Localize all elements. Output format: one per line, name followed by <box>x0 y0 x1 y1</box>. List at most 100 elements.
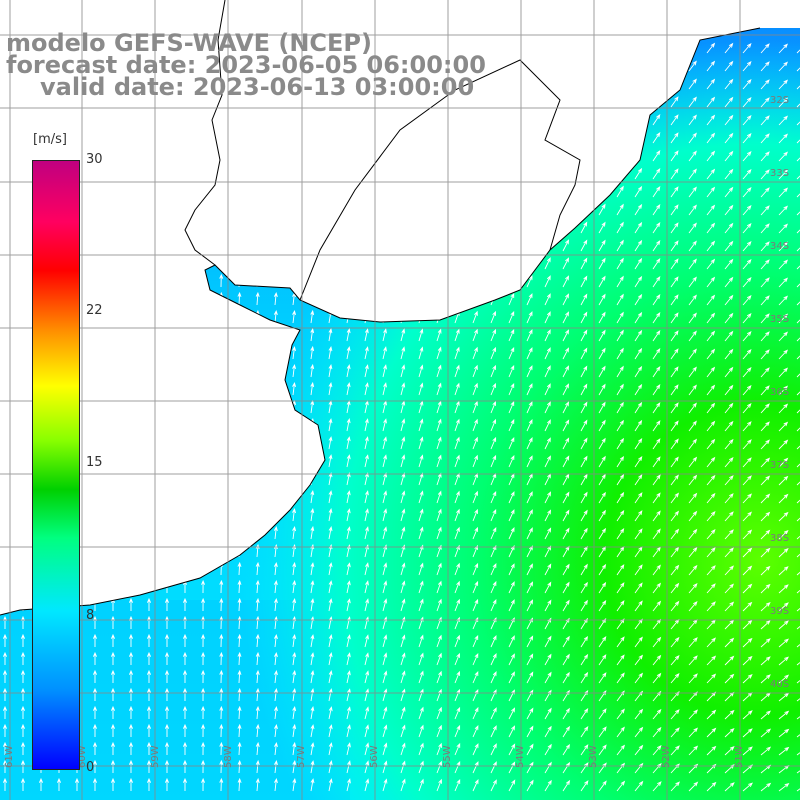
wave-arrow <box>688 132 697 144</box>
wave-arrow <box>219 471 224 486</box>
wave-arrow <box>436 634 442 648</box>
wave-arrow <box>146 435 152 449</box>
wave-arrow <box>20 363 26 377</box>
wave-arrow <box>2 201 8 215</box>
wave-arrow <box>418 184 424 198</box>
wave-arrow <box>526 329 533 342</box>
wave-arrow <box>742 241 752 252</box>
wave-arrow <box>20 777 26 791</box>
wave-arrow <box>255 219 260 234</box>
wave-arrow <box>616 185 624 198</box>
wave-arrow <box>20 453 26 467</box>
wave-arrow <box>255 741 260 756</box>
wave-arrow <box>382 418 387 432</box>
wave-arrow <box>508 509 515 522</box>
wave-arrow <box>346 508 351 522</box>
wave-arrow <box>526 653 534 666</box>
wave-arrow <box>146 255 152 269</box>
wave-arrow <box>454 454 460 468</box>
wave-arrow <box>382 184 387 198</box>
wave-arrow <box>237 489 242 504</box>
wave-arrow <box>598 383 606 396</box>
wave-arrow <box>598 59 606 72</box>
wave-arrow <box>670 294 679 306</box>
wave-arrow <box>273 471 278 486</box>
wave-arrow <box>634 347 643 360</box>
wave-arrow <box>526 725 534 738</box>
wave-arrow <box>292 309 297 324</box>
wave-arrow <box>796 349 800 360</box>
wave-arrow <box>400 256 406 270</box>
wave-arrow <box>598 509 606 522</box>
wave-arrow <box>526 257 533 270</box>
wave-arrow <box>400 112 406 126</box>
wave-arrow <box>92 327 98 341</box>
wave-arrow <box>436 148 442 162</box>
wave-arrow <box>580 311 588 324</box>
wave-arrow <box>634 672 644 684</box>
wave-arrow <box>580 563 588 576</box>
wave-arrow <box>328 184 333 198</box>
wave-arrow <box>292 561 297 576</box>
wave-arrow <box>580 419 588 432</box>
wave-arrow <box>20 651 26 665</box>
wave-arrow <box>237 345 242 360</box>
wave-arrow <box>436 418 442 432</box>
wave-arrow <box>146 723 152 737</box>
wave-arrow <box>796 674 800 684</box>
wave-arrow <box>472 436 478 450</box>
wave-arrow <box>472 256 478 270</box>
wave-arrow <box>92 183 98 197</box>
wave-arrow <box>778 43 789 54</box>
wave-arrow <box>652 330 661 342</box>
wave-arrow <box>634 600 643 612</box>
wave-arrow <box>364 148 369 162</box>
wave-arrow <box>670 276 679 288</box>
wave-arrow <box>598 311 606 324</box>
wave-arrow <box>92 507 98 521</box>
wave-arrow <box>237 723 242 738</box>
wave-arrow <box>146 453 152 467</box>
wave-arrow <box>110 255 116 269</box>
wave-arrow <box>778 511 789 522</box>
lat-label: 34S <box>770 241 789 252</box>
wave-arrow <box>2 399 8 413</box>
wave-arrow <box>526 149 533 162</box>
wave-arrow <box>182 201 188 215</box>
wave-arrow <box>128 615 134 629</box>
wave-arrow <box>146 525 152 539</box>
wave-arrow <box>454 760 461 774</box>
wave-arrow <box>2 489 8 503</box>
wave-arrow <box>724 493 734 504</box>
wave-arrow <box>328 634 333 648</box>
wave-arrow <box>328 742 333 756</box>
wave-arrow <box>364 526 369 540</box>
wave-arrow <box>182 561 188 575</box>
wave-arrow <box>364 274 369 288</box>
wave-arrow <box>544 383 551 396</box>
wave-arrow <box>688 546 698 558</box>
wave-arrow <box>508 527 515 540</box>
wave-arrow <box>346 598 351 612</box>
wave-arrow <box>526 761 534 774</box>
wave-arrow <box>670 60 679 72</box>
wave-arrow <box>508 292 515 306</box>
wave-arrow <box>292 273 297 288</box>
wave-arrow <box>796 620 800 630</box>
wave-arrow <box>796 638 800 648</box>
wave-arrow <box>508 545 515 558</box>
wave-arrow <box>364 508 369 522</box>
wave-arrow <box>219 219 224 234</box>
wave-arrow <box>742 133 752 144</box>
wave-arrow <box>634 257 643 270</box>
wave-arrow <box>364 454 369 468</box>
wave-arrow <box>128 273 134 287</box>
wave-arrow <box>92 651 98 665</box>
wave-arrow <box>110 327 116 341</box>
wave-arrow <box>328 418 333 432</box>
wave-arrow <box>146 345 152 359</box>
wave-arrow <box>128 381 134 395</box>
wave-arrow <box>255 111 260 126</box>
wave-arrow <box>382 454 387 468</box>
wave-arrow <box>526 239 533 252</box>
